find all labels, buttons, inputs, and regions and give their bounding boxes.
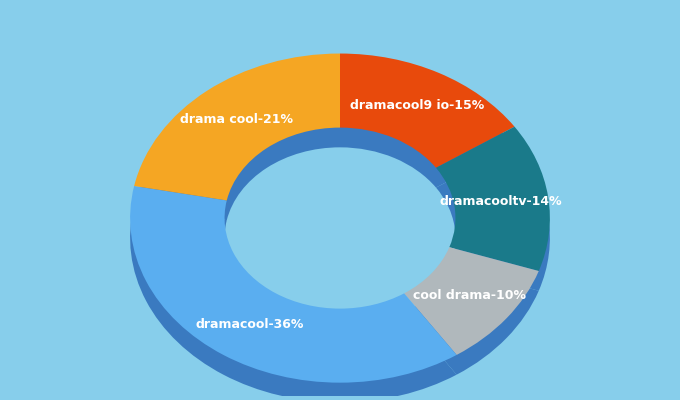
Wedge shape (340, 54, 515, 168)
Wedge shape (404, 267, 539, 375)
Text: cool drama-10%: cool drama-10% (413, 289, 526, 302)
Wedge shape (130, 186, 456, 383)
Wedge shape (436, 146, 550, 291)
Text: dramacool9 io-15%: dramacool9 io-15% (350, 99, 483, 112)
Wedge shape (404, 247, 539, 355)
Text: drama cool-21%: drama cool-21% (180, 113, 293, 126)
Wedge shape (134, 73, 340, 220)
Text: dramacool-36%: dramacool-36% (195, 318, 304, 331)
Wedge shape (436, 127, 550, 271)
Wedge shape (134, 54, 340, 200)
Wedge shape (340, 73, 515, 188)
Wedge shape (130, 206, 456, 400)
Text: dramacooltv-14%: dramacooltv-14% (440, 195, 562, 208)
